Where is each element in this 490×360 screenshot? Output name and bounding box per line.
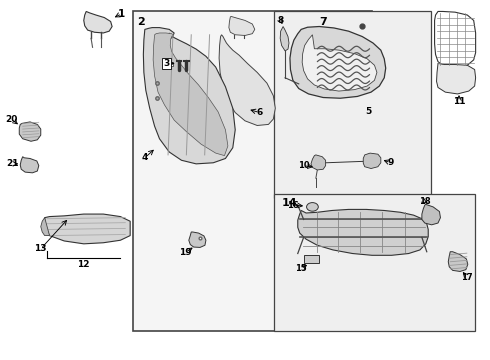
- Bar: [274, 12, 431, 198]
- Text: 19: 19: [179, 248, 192, 257]
- Polygon shape: [422, 204, 441, 225]
- Polygon shape: [144, 28, 235, 164]
- Text: 4: 4: [142, 153, 148, 162]
- Text: 15: 15: [295, 265, 307, 274]
- Text: 9: 9: [388, 158, 394, 167]
- Text: 11: 11: [453, 97, 466, 106]
- Text: 13: 13: [34, 244, 47, 253]
- Polygon shape: [84, 12, 112, 33]
- Text: 10: 10: [298, 161, 310, 170]
- Text: 2: 2: [138, 17, 145, 27]
- Bar: [133, 12, 372, 330]
- Text: 12: 12: [77, 260, 90, 269]
- Polygon shape: [153, 33, 228, 156]
- Polygon shape: [302, 35, 377, 91]
- Text: 18: 18: [419, 197, 431, 206]
- Polygon shape: [435, 12, 476, 67]
- Polygon shape: [311, 155, 326, 170]
- Text: 20: 20: [5, 114, 18, 123]
- Polygon shape: [290, 27, 386, 98]
- Text: 3: 3: [164, 59, 170, 68]
- Polygon shape: [298, 210, 428, 255]
- Circle shape: [307, 203, 318, 211]
- Text: 16: 16: [287, 201, 299, 210]
- Polygon shape: [363, 153, 381, 168]
- Polygon shape: [41, 218, 49, 235]
- Bar: [274, 194, 475, 330]
- Polygon shape: [229, 17, 255, 36]
- Polygon shape: [219, 35, 275, 126]
- Text: 21: 21: [7, 159, 19, 168]
- Text: 8: 8: [277, 16, 283, 25]
- Text: 1: 1: [118, 9, 125, 19]
- Bar: [304, 255, 319, 263]
- Polygon shape: [19, 122, 41, 141]
- Text: 7: 7: [319, 17, 327, 27]
- Text: 17: 17: [462, 273, 473, 282]
- Polygon shape: [448, 252, 468, 271]
- Text: 14: 14: [282, 198, 297, 208]
- Text: 6: 6: [257, 108, 263, 117]
- Polygon shape: [437, 63, 476, 94]
- Bar: [164, 62, 173, 66]
- Polygon shape: [20, 157, 39, 173]
- Polygon shape: [280, 27, 289, 51]
- Polygon shape: [45, 214, 130, 244]
- Polygon shape: [189, 232, 206, 247]
- Text: 5: 5: [365, 107, 371, 116]
